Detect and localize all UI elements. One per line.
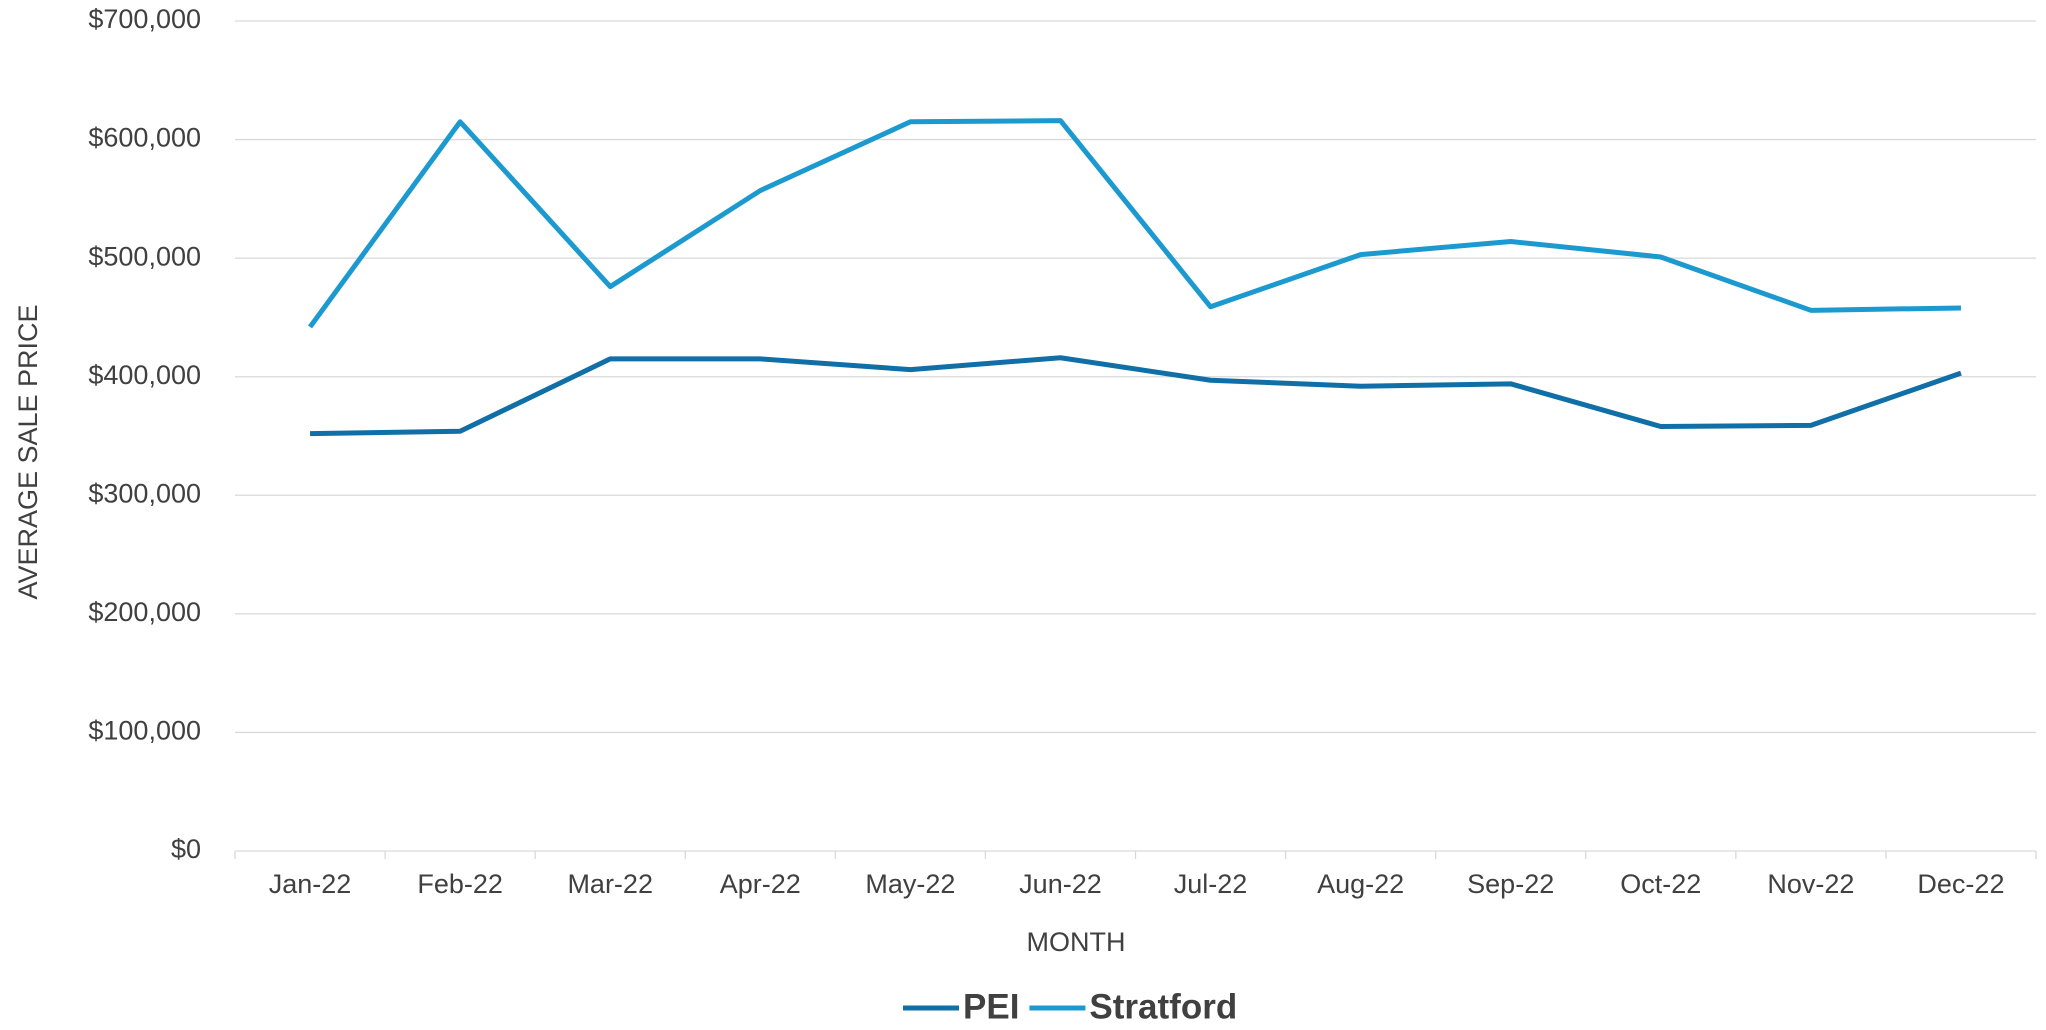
y-tick-label: $300,000 [88, 478, 201, 508]
x-tick-label: Jul-22 [1174, 869, 1248, 899]
x-tick-label: Jan-22 [269, 869, 352, 899]
x-tick-label: Aug-22 [1317, 869, 1404, 899]
x-tick-label: Apr-22 [720, 869, 801, 899]
x-tick-label: Sep-22 [1467, 869, 1554, 899]
line-series [308, 118, 1961, 329]
x-tick-label: Dec-22 [1917, 869, 2004, 899]
x-tick-label: May-22 [865, 869, 955, 899]
line-series [310, 355, 1962, 437]
x-axis-title: MONTH [1027, 927, 1126, 957]
y-tick-label: $500,000 [88, 241, 201, 271]
y-tick-label: $200,000 [88, 597, 201, 627]
legend-label: PEI [963, 987, 1019, 1026]
y-tick-label: $100,000 [88, 716, 201, 746]
x-tick-label: Nov-22 [1767, 869, 1854, 899]
y-axis-title: AVERAGE SALE PRICE [13, 304, 43, 599]
y-tick-label: $0 [171, 834, 201, 864]
x-tick-label: Mar-22 [567, 869, 653, 899]
legend: PEI Stratford [903, 987, 1237, 1026]
y-tick-label: $400,000 [88, 360, 201, 390]
x-tick-label: Feb-22 [417, 869, 503, 899]
y-tick-label: $700,000 [88, 4, 201, 34]
x-tick-label: Jun-22 [1019, 869, 1102, 899]
x-tick-label: Oct-22 [1620, 869, 1701, 899]
legend-label: Stratford [1089, 987, 1237, 1026]
y-tick-label: $600,000 [88, 123, 201, 153]
